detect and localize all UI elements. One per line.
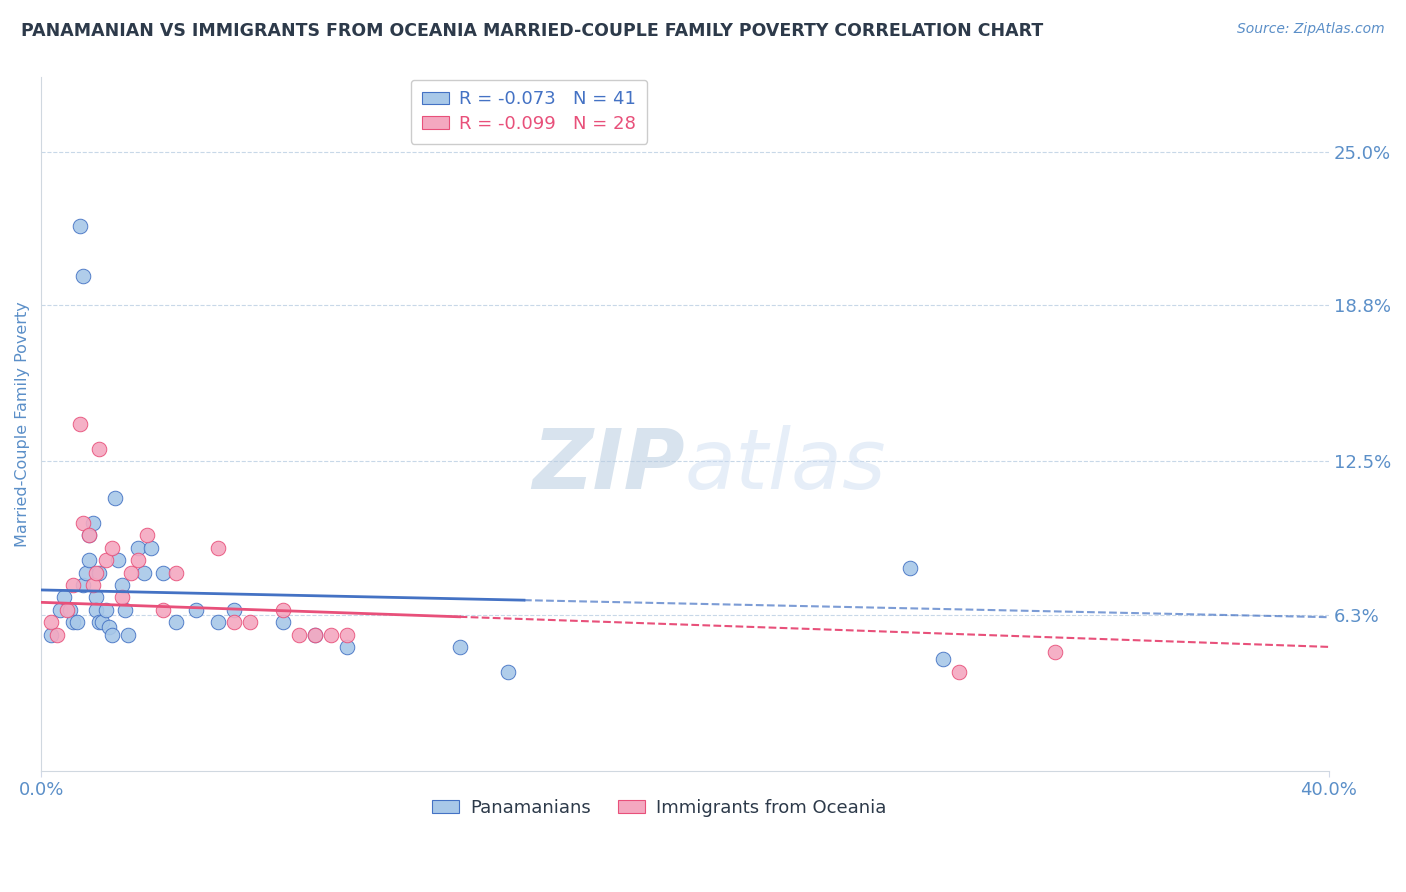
Point (94, 603, 117, 617)
Legend: Panamanians, Immigrants from Oceania: Panamanians, Immigrants from Oceania (425, 791, 893, 824)
Point (165, 566, 187, 580)
Point (72, 268, 94, 283)
Point (304, 627, 326, 641)
Point (152, 603, 174, 617)
Point (1045, 645, 1067, 659)
Point (39, 615, 62, 629)
Point (84, 591, 107, 605)
Point (69, 219, 91, 233)
Point (56, 603, 79, 617)
Point (62, 578, 84, 592)
Point (52, 591, 75, 605)
Point (49, 603, 72, 617)
Point (449, 640, 471, 654)
Point (91, 615, 114, 629)
Point (117, 627, 139, 641)
Point (104, 491, 127, 506)
Point (948, 665, 970, 679)
Point (207, 541, 229, 555)
Point (84, 603, 107, 617)
Point (97, 620, 120, 634)
Point (134, 566, 156, 580)
Point (87, 442, 110, 456)
Point (101, 627, 124, 641)
Point (72, 578, 94, 592)
Point (165, 615, 187, 629)
Point (82, 578, 104, 592)
Point (62, 615, 84, 629)
Point (87, 615, 110, 629)
Y-axis label: Married-Couple Family Poverty: Married-Couple Family Poverty (15, 301, 30, 547)
Point (319, 627, 342, 641)
Point (94, 553, 117, 567)
Point (239, 615, 262, 629)
Point (79, 528, 101, 542)
Point (136, 528, 159, 542)
Text: Source: ZipAtlas.com: Source: ZipAtlas.com (1237, 22, 1385, 37)
Point (59, 603, 82, 617)
Point (898, 560, 921, 574)
Point (101, 541, 124, 555)
Point (46, 627, 69, 641)
Point (184, 603, 207, 617)
Point (79, 553, 101, 567)
Point (127, 553, 149, 567)
Point (931, 652, 953, 666)
Point (152, 566, 174, 580)
Point (75, 566, 97, 580)
Point (271, 603, 294, 617)
Point (87, 566, 110, 580)
Point (224, 615, 246, 629)
Point (224, 603, 246, 617)
Point (110, 591, 132, 605)
Text: ZIP: ZIP (533, 425, 685, 506)
Point (207, 615, 229, 629)
Point (82, 516, 104, 530)
Point (79, 528, 101, 542)
Text: atlas: atlas (685, 425, 887, 506)
Point (114, 603, 136, 617)
Point (336, 640, 359, 654)
Point (110, 578, 132, 592)
Point (84, 566, 107, 580)
Point (271, 615, 294, 629)
Point (107, 553, 129, 567)
Point (120, 566, 142, 580)
Text: PANAMANIAN VS IMMIGRANTS FROM OCEANIA MARRIED-COUPLE FAMILY POVERTY CORRELATION : PANAMANIAN VS IMMIGRANTS FROM OCEANIA MA… (21, 22, 1043, 40)
Point (39, 627, 62, 641)
Point (69, 417, 91, 431)
Point (287, 627, 309, 641)
Point (304, 627, 326, 641)
Point (139, 541, 162, 555)
Point (127, 541, 149, 555)
Point (65, 615, 87, 629)
Point (336, 627, 359, 641)
Point (72, 516, 94, 530)
Point (496, 665, 519, 679)
